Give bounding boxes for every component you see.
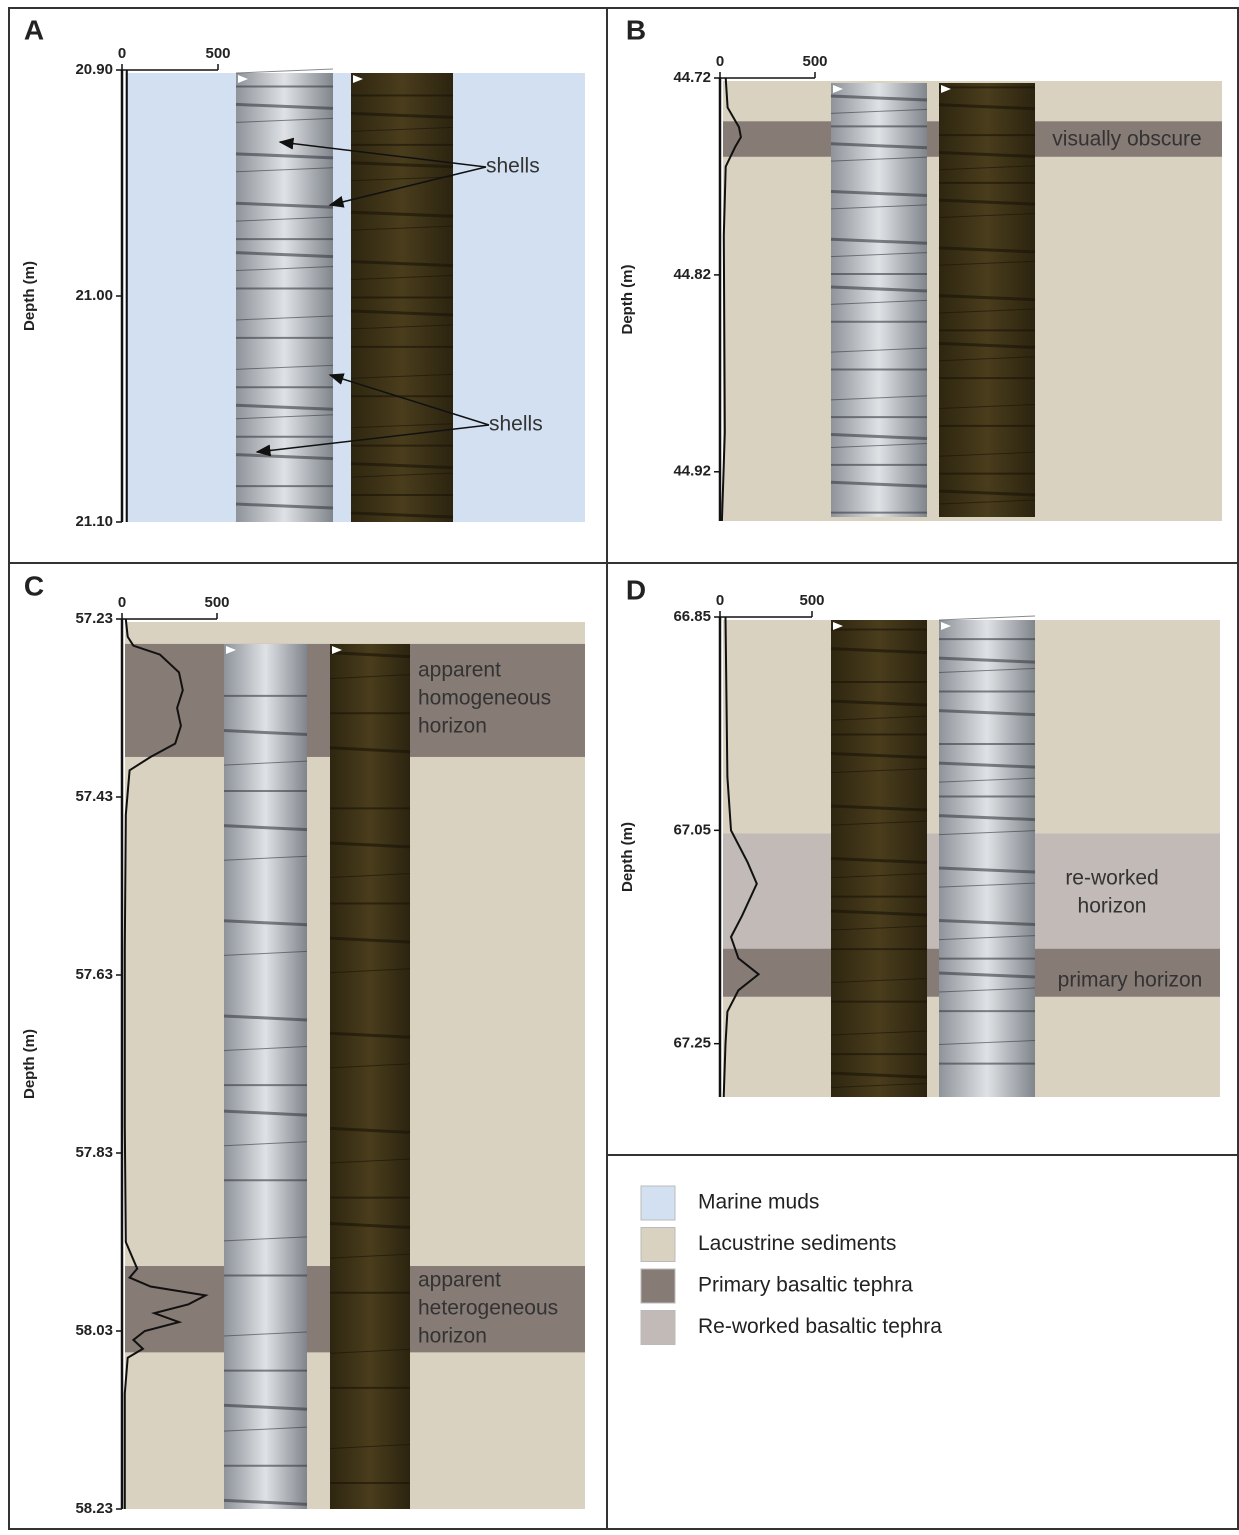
panel-label: B: [626, 14, 646, 45]
y-tick-label: 57.63: [75, 966, 113, 983]
annotation: horizon: [418, 1325, 487, 1348]
y-tick-label: 66.85: [673, 608, 711, 625]
panel-label: D: [626, 574, 646, 605]
legend-label: Re-worked basaltic tephra: [698, 1315, 942, 1338]
x-tick-label: 500: [205, 45, 230, 62]
y-tick-label: 58.23: [75, 1500, 113, 1517]
y-tick-label: 67.05: [673, 821, 711, 838]
x-tick-label: 0: [716, 592, 724, 609]
annotation: horizon: [418, 715, 487, 738]
panel-label: C: [24, 570, 44, 601]
x-tick-label: 500: [802, 53, 827, 70]
core-layer: [236, 69, 333, 73]
core-layer: [939, 616, 1035, 620]
y-tick-label: 57.23: [75, 610, 113, 627]
panel-label: A: [24, 14, 44, 45]
y-axis-label: Depth (m): [619, 822, 636, 892]
y-tick-label: 57.43: [75, 788, 113, 805]
y-tick-label: 21.00: [75, 287, 113, 304]
core-image: [224, 644, 307, 1509]
legend-swatch: [641, 1269, 675, 1303]
y-tick-label: 44.72: [673, 69, 711, 86]
annotation: apparent: [418, 659, 501, 682]
annotation: heterogeneous: [418, 1297, 558, 1320]
x-tick-label: 500: [204, 594, 229, 611]
y-tick-label: 67.25: [673, 1035, 711, 1052]
y-tick-label: 57.83: [75, 1144, 113, 1161]
y-axis-label: Depth (m): [21, 1029, 38, 1099]
annotation: re-worked: [1065, 867, 1158, 890]
x-tick-label: 0: [716, 53, 724, 70]
legend-label: Primary basaltic tephra: [698, 1274, 913, 1297]
y-tick-label: 44.92: [673, 463, 711, 480]
annotation: apparent: [418, 1269, 501, 1292]
core-image: [330, 644, 410, 1509]
y-tick-label: 21.10: [75, 513, 113, 530]
x-tick-label: 0: [118, 45, 126, 62]
y-tick-label: 20.90: [75, 61, 113, 78]
y-tick-label: 58.03: [75, 1322, 113, 1339]
x-tick-label: 500: [799, 592, 824, 609]
y-axis-label: Depth (m): [619, 265, 636, 335]
annotation: visually obscure: [1052, 128, 1201, 151]
legend-swatch: [641, 1186, 675, 1220]
annotation: horizon: [1078, 895, 1147, 918]
annotation: shells: [486, 155, 540, 178]
legend-swatch: [641, 1311, 675, 1345]
annotation: shells: [489, 413, 543, 436]
figure: 0 500 20.90 21.00 21.10 Depth (m) Ashells shell…: [0, 0, 1239, 1530]
legend-label: Marine muds: [698, 1191, 819, 1214]
legend-swatch: [641, 1228, 675, 1262]
x-tick-label: 0: [118, 594, 126, 611]
annotation: primary horizon: [1058, 969, 1203, 992]
annotation: homogeneous: [418, 687, 551, 710]
y-tick-label: 44.82: [673, 266, 711, 283]
legend-label: Lacustrine sediments: [698, 1232, 896, 1255]
y-axis-label: Depth (m): [21, 261, 38, 331]
